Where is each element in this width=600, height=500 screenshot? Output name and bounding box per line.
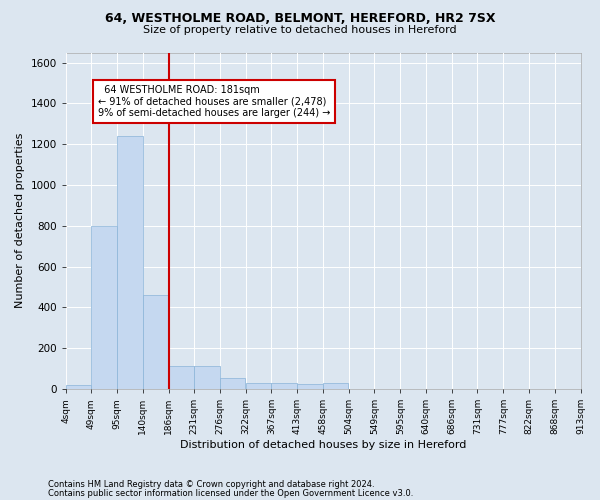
Text: 64 WESTHOLME ROAD: 181sqm
← 91% of detached houses are smaller (2,478)
9% of sem: 64 WESTHOLME ROAD: 181sqm ← 91% of detac… bbox=[98, 85, 330, 118]
Y-axis label: Number of detached properties: Number of detached properties bbox=[15, 133, 25, 308]
Text: 64, WESTHOLME ROAD, BELMONT, HEREFORD, HR2 7SX: 64, WESTHOLME ROAD, BELMONT, HEREFORD, H… bbox=[105, 12, 495, 26]
Text: Contains public sector information licensed under the Open Government Licence v3: Contains public sector information licen… bbox=[48, 488, 413, 498]
Text: Contains HM Land Registry data © Crown copyright and database right 2024.: Contains HM Land Registry data © Crown c… bbox=[48, 480, 374, 489]
Bar bbox=[298, 384, 323, 389]
Bar bbox=[169, 366, 194, 389]
Bar bbox=[323, 383, 349, 389]
Bar bbox=[143, 295, 169, 389]
Text: Size of property relative to detached houses in Hereford: Size of property relative to detached ho… bbox=[143, 25, 457, 35]
Bar bbox=[271, 383, 297, 389]
Bar bbox=[91, 226, 117, 389]
Bar bbox=[220, 378, 245, 389]
Bar bbox=[66, 385, 91, 389]
X-axis label: Distribution of detached houses by size in Hereford: Distribution of detached houses by size … bbox=[180, 440, 466, 450]
Bar bbox=[194, 366, 220, 389]
Bar bbox=[118, 136, 143, 389]
Bar bbox=[246, 383, 271, 389]
